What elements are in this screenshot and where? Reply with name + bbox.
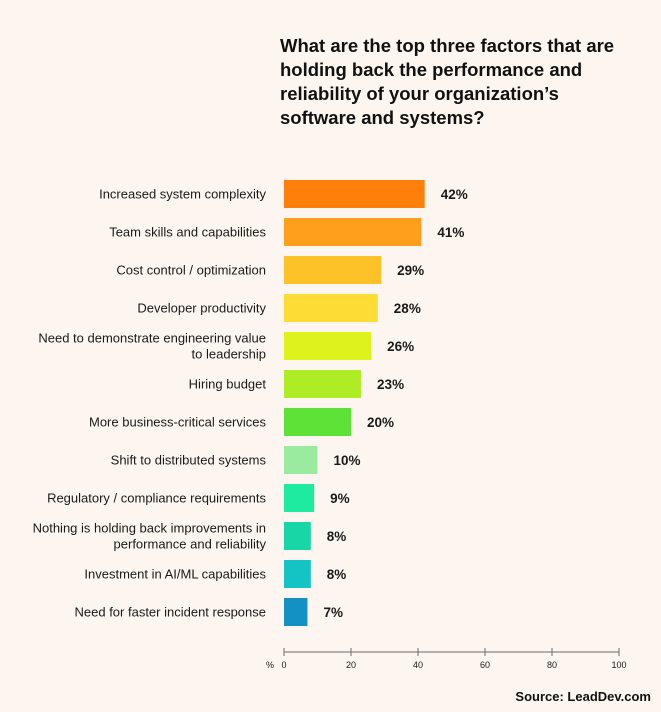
bar xyxy=(284,522,311,550)
x-tick-label: 20 xyxy=(346,660,356,670)
bar xyxy=(284,370,362,398)
category-label: Hiring budget xyxy=(189,377,267,392)
value-label: 8% xyxy=(327,529,347,544)
value-label: 8% xyxy=(327,567,347,582)
category-label: Team skills and capabilities xyxy=(109,225,266,240)
value-label: 23% xyxy=(377,377,404,392)
category-label: Cost control / optimization xyxy=(116,263,266,278)
bar xyxy=(284,256,382,284)
x-tick-label: 80 xyxy=(547,660,557,670)
category-label: Need to demonstrate engineering value xyxy=(38,331,266,346)
bar xyxy=(284,294,378,322)
category-label: performance and reliability xyxy=(114,537,267,552)
bar xyxy=(284,446,318,474)
bar xyxy=(284,484,315,512)
bar xyxy=(284,598,308,626)
category-label: Regulatory / compliance requirements xyxy=(47,491,266,506)
bars-group: 42% Increased system complexity 41% Team sk… xyxy=(33,180,468,626)
value-label: 29% xyxy=(397,263,424,278)
value-label: 42% xyxy=(441,187,468,202)
value-label: 10% xyxy=(334,453,361,468)
x-tick-label: 100 xyxy=(611,660,626,670)
bar xyxy=(284,218,422,246)
value-label: 28% xyxy=(394,301,421,316)
chart-title: What are the top three factors that are … xyxy=(280,35,615,128)
category-label: Need for faster incident response xyxy=(75,605,267,620)
value-label: 20% xyxy=(367,415,394,430)
category-label: Investment in AI/ML capabilities xyxy=(84,567,266,582)
value-label: 41% xyxy=(437,225,464,240)
x-axis-label: % xyxy=(266,660,274,670)
x-tick-label: 0 xyxy=(281,660,286,670)
x-axis: % 0 20 40 60 80 100 xyxy=(266,648,627,670)
value-label: 9% xyxy=(330,491,350,506)
bar xyxy=(284,180,425,208)
value-label: 7% xyxy=(323,605,343,620)
x-tick-label: 40 xyxy=(413,660,423,670)
source-credit: Source: LeadDev.com xyxy=(515,689,651,704)
category-label: More business-critical services xyxy=(89,415,266,430)
bar xyxy=(284,560,311,588)
category-label: Shift to distributed systems xyxy=(111,453,267,468)
x-tick-label: 60 xyxy=(480,660,490,670)
bar xyxy=(284,332,372,360)
category-label: Nothing is holding back improvements in xyxy=(33,521,266,536)
value-label: 26% xyxy=(387,339,414,354)
category-label: Increased system complexity xyxy=(99,187,266,202)
bar xyxy=(284,408,351,436)
category-label: to leadership xyxy=(192,347,266,362)
category-label: Developer productivity xyxy=(137,301,266,316)
